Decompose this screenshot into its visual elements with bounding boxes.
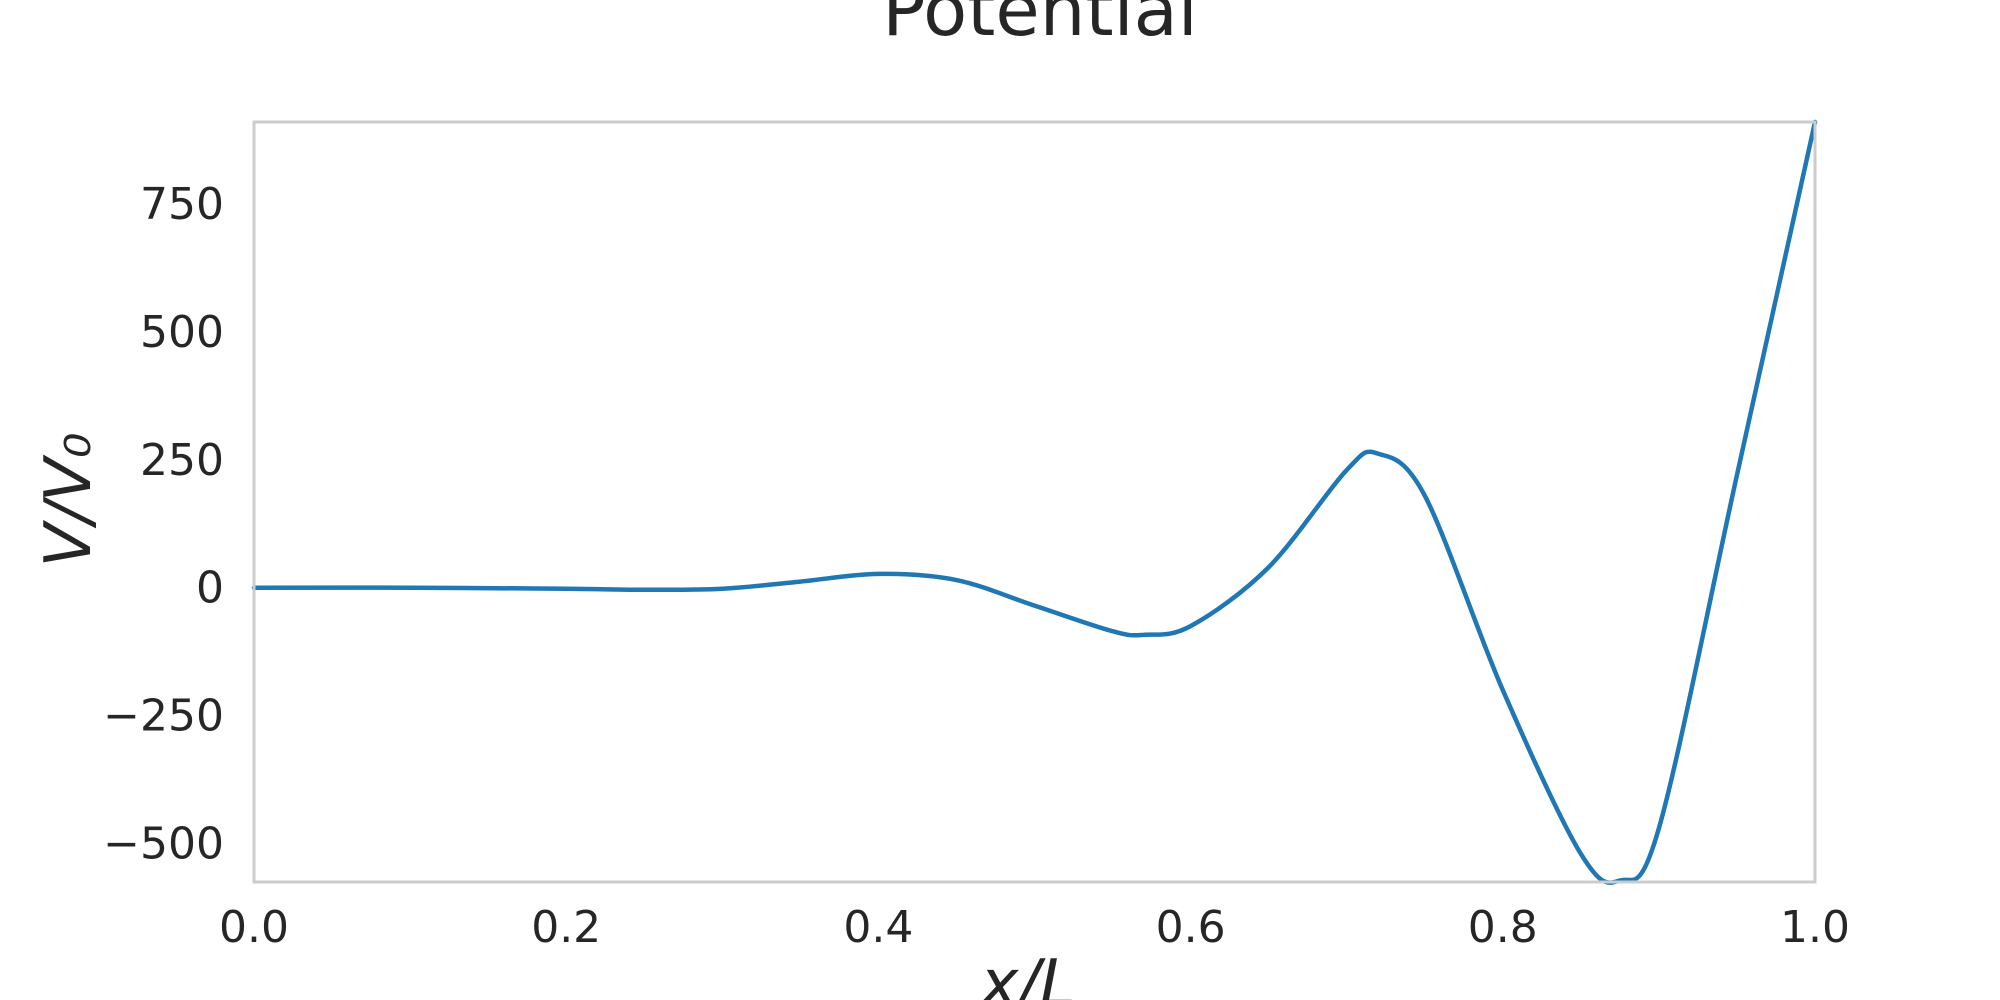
x-axis-ticks: 0.0 0.2 0.4 0.6 0.8 1.0 (219, 902, 1850, 953)
x-tick-label: 0.2 (531, 902, 601, 953)
x-tick-label: 1.0 (1780, 902, 1850, 953)
y-axis-ticks: −500 −250 0 250 500 750 (103, 179, 224, 870)
y-tick-label: −500 (103, 819, 224, 870)
y-tick-label: 500 (140, 307, 224, 358)
y-tick-label: 250 (140, 435, 224, 486)
plot-frame (252, 120, 1817, 884)
x-tick-label: 0.6 (1156, 902, 1226, 953)
x-axis-title: x/L (978, 947, 1075, 1000)
x-tick-label: 0.0 (219, 902, 289, 953)
chart-title: Potential (882, 0, 1197, 52)
y-axis-title: V/V₀ (32, 433, 106, 568)
y-tick-label: 0 (196, 563, 224, 614)
series-layer (251, 119, 1818, 885)
y-tick-label: 750 (140, 179, 224, 230)
y-tick-label: −250 (103, 691, 224, 742)
series-line (251, 119, 1818, 885)
x-tick-label: 0.4 (843, 902, 913, 953)
x-tick-label: 0.8 (1468, 902, 1538, 953)
